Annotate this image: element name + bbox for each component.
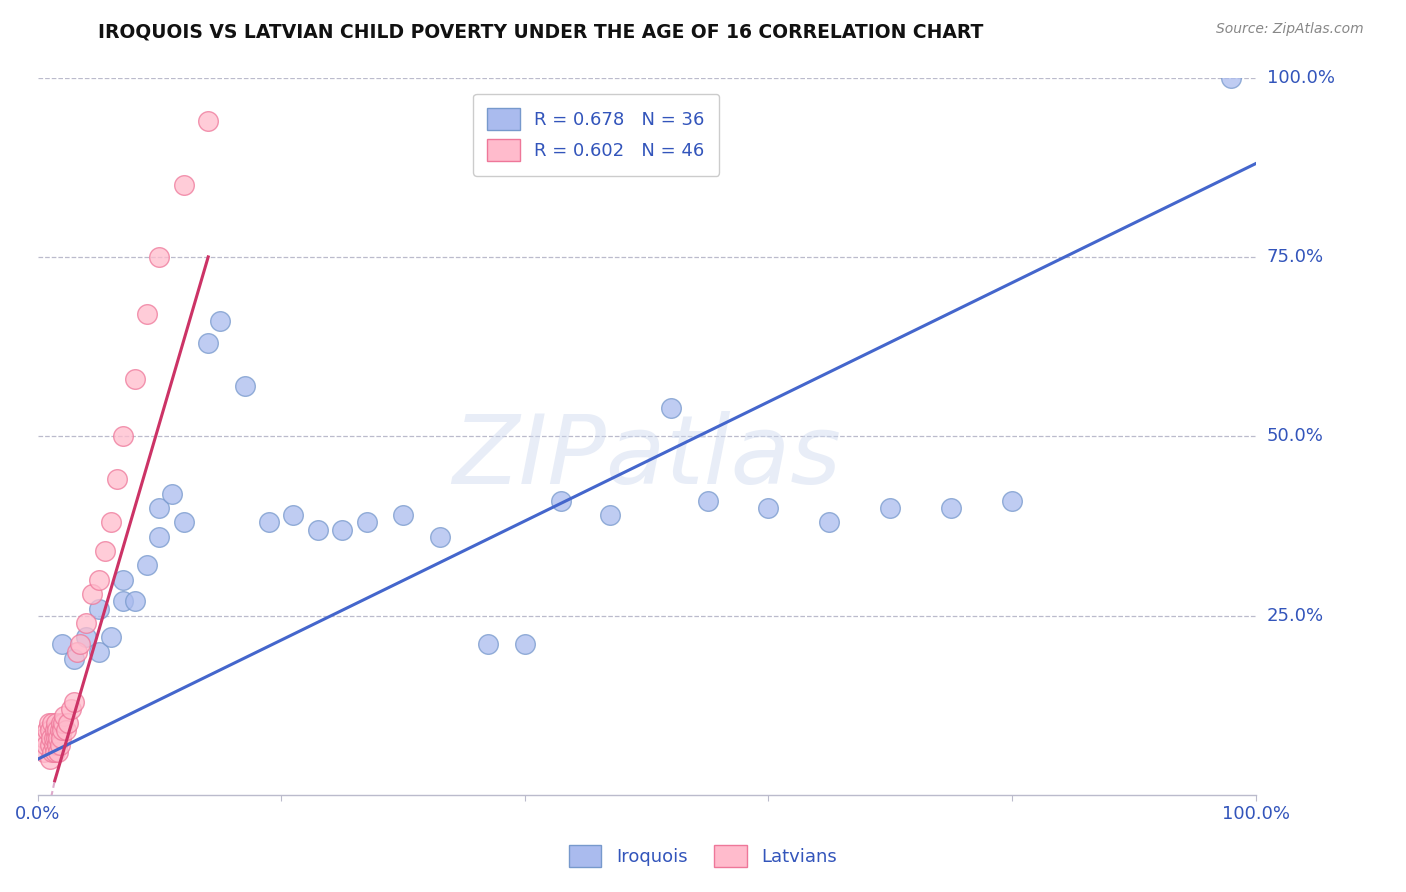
Point [87, 573, 110, 587]
Point [41, 745, 63, 759]
Text: 50.0%: 50.0% [1267, 427, 1323, 445]
Point [51, 637, 73, 651]
Point [124, 594, 146, 608]
Point [148, 530, 170, 544]
Point [429, 530, 451, 544]
Point [59, 702, 82, 716]
Point [45, 716, 67, 731]
Point [53, 709, 76, 723]
Point [69, 637, 91, 651]
Point [356, 516, 378, 530]
Point [758, 501, 780, 516]
Point [75, 615, 97, 630]
Point [209, 314, 232, 328]
Point [160, 486, 183, 500]
Point [105, 472, 128, 486]
Point [63, 695, 86, 709]
Point [51, 723, 73, 738]
Point [42, 738, 65, 752]
Point [46, 723, 69, 738]
Point [283, 508, 305, 523]
Point [87, 644, 110, 658]
Point [100, 630, 122, 644]
Point [111, 573, 134, 587]
Legend: Iroquois, Latvians: Iroquois, Latvians [561, 838, 845, 874]
Point [52, 716, 75, 731]
Point [939, 501, 962, 516]
Point [48, 745, 70, 759]
Point [696, 494, 718, 508]
Point [136, 307, 159, 321]
Point [307, 523, 329, 537]
Point [111, 594, 134, 608]
Point [48, 723, 70, 738]
Point [879, 501, 901, 516]
Point [39, 731, 62, 745]
Point [32, 731, 55, 745]
Text: IROQUOIS VS LATVIAN CHILD POVERTY UNDER THE AGE OF 16 CORRELATION CHART: IROQUOIS VS LATVIAN CHILD POVERTY UNDER … [98, 22, 984, 41]
Point [197, 336, 219, 351]
Point [42, 731, 65, 745]
Point [48, 738, 70, 752]
Point [93, 544, 115, 558]
Point [197, 113, 219, 128]
Point [49, 716, 72, 731]
Point [87, 601, 110, 615]
Text: ZIPatlas: ZIPatlas [453, 411, 841, 504]
Point [173, 178, 195, 193]
Point [55, 723, 77, 738]
Point [111, 429, 134, 443]
Point [550, 494, 572, 508]
Legend: R = 0.678   N = 36, R = 0.602   N = 46: R = 0.678 N = 36, R = 0.602 N = 46 [472, 94, 720, 176]
Point [257, 516, 280, 530]
Point [48, 731, 70, 745]
Point [75, 630, 97, 644]
Point [82, 587, 104, 601]
Point [477, 637, 499, 651]
Point [45, 731, 67, 745]
Point [49, 731, 72, 745]
Point [38, 738, 60, 752]
Point [148, 501, 170, 516]
Point [46, 738, 69, 752]
Point [659, 401, 682, 415]
Point [41, 716, 63, 731]
Point [136, 558, 159, 573]
Point [44, 723, 66, 738]
Point [513, 637, 536, 651]
Point [32, 745, 55, 759]
Point [37, 723, 59, 738]
Point [148, 250, 170, 264]
Point [599, 508, 621, 523]
Point [38, 716, 60, 731]
Point [124, 372, 146, 386]
Point [35, 738, 58, 752]
Point [233, 379, 256, 393]
Point [44, 745, 66, 759]
Point [330, 523, 353, 537]
Point [66, 644, 89, 658]
Point [173, 516, 195, 530]
Point [63, 651, 86, 665]
Text: 75.0%: 75.0% [1267, 248, 1324, 266]
Point [1001, 494, 1024, 508]
Point [38, 723, 60, 738]
Point [100, 516, 122, 530]
Text: 25.0%: 25.0% [1267, 607, 1324, 624]
Point [1220, 70, 1243, 85]
Point [56, 716, 79, 731]
Text: 100.0%: 100.0% [1267, 69, 1334, 87]
Point [38, 752, 60, 766]
Point [818, 516, 841, 530]
Text: Source: ZipAtlas.com: Source: ZipAtlas.com [1216, 22, 1364, 37]
Point [392, 508, 415, 523]
